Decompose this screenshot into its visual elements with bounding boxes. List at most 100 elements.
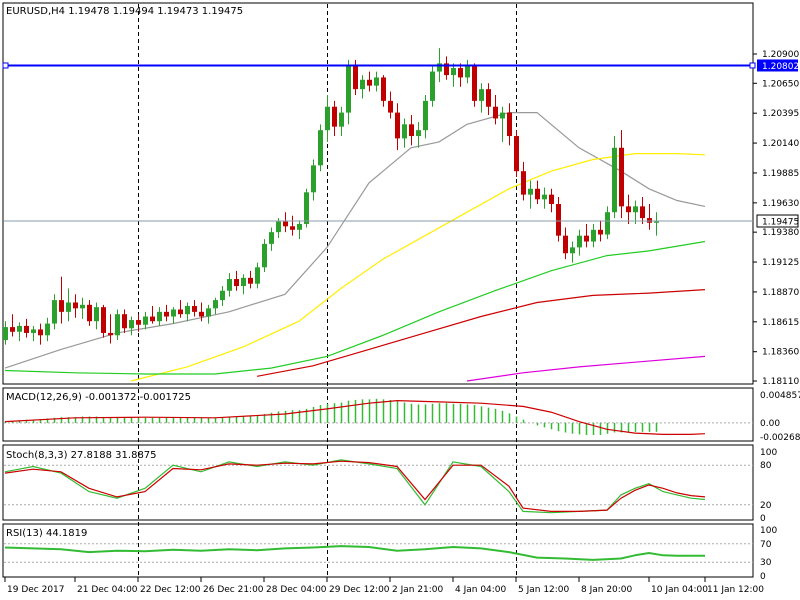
candle-body xyxy=(381,77,386,101)
macd-tick-label: 0.004857 xyxy=(760,391,800,401)
macd-tick-label: -0.002687 xyxy=(760,433,800,443)
moving-average-line xyxy=(130,153,706,382)
rsi-tick-label: 30 xyxy=(760,558,772,568)
candle-body xyxy=(563,235,568,254)
macd-pane[interactable]: MACD(12,26,9) -0.001372 -0.001725 xyxy=(2,387,754,442)
time-tick-label: 11 Jan 12:00 xyxy=(707,585,764,595)
moving-average-line xyxy=(4,112,706,369)
candlesticks xyxy=(3,48,659,345)
candle-body xyxy=(143,316,148,325)
candle-body xyxy=(416,130,421,137)
candle-body xyxy=(185,305,190,315)
candle-body xyxy=(164,311,169,317)
candle-body xyxy=(10,327,15,332)
time-tick-label: 28 Dec 04:00 xyxy=(266,585,327,595)
candle-body xyxy=(94,307,99,322)
candle-body xyxy=(206,308,211,317)
candle-body xyxy=(24,325,29,333)
moving-average-line xyxy=(466,355,706,382)
candle-body xyxy=(528,188,533,195)
rsi-tick-label: 100 xyxy=(760,526,777,536)
candle-body xyxy=(605,212,610,235)
stoch-main-line xyxy=(4,459,706,514)
main-header: EURUSD,H4 1.19478 1.19494 1.19473 1.1947… xyxy=(6,6,243,17)
candle-body xyxy=(591,229,596,242)
candle-body xyxy=(108,332,113,336)
time-tick-label: 26 Dec 21:00 xyxy=(203,585,264,595)
candle-body xyxy=(451,68,456,76)
rsi-pane-border xyxy=(2,523,754,578)
candle-body xyxy=(101,307,106,333)
candle-body xyxy=(136,320,141,325)
candle-body xyxy=(500,112,505,119)
candle-body xyxy=(654,221,659,223)
candle-body xyxy=(598,229,603,235)
candle-body xyxy=(122,314,127,329)
candle-body xyxy=(262,243,267,268)
candle-body xyxy=(479,89,484,101)
candle-body xyxy=(38,329,43,336)
candle-body xyxy=(395,112,400,139)
candle-body xyxy=(220,290,225,301)
candle-body xyxy=(192,305,197,312)
candle-body xyxy=(59,300,64,312)
candle-body xyxy=(325,106,330,131)
candle-body xyxy=(472,65,477,101)
candle-body xyxy=(213,300,218,309)
candle-body xyxy=(507,112,512,137)
price-tick-label: 1.20395 xyxy=(762,109,799,119)
candle-body xyxy=(577,235,582,248)
candle-body xyxy=(66,302,71,312)
candle-body xyxy=(269,232,274,244)
candle-body xyxy=(444,63,449,76)
candle-body xyxy=(276,221,281,233)
macd-tick-label: 0.00 xyxy=(760,419,780,429)
rsi-plot: 100 70 30 0 xyxy=(4,526,777,582)
price-tick-label: 1.18870 xyxy=(762,288,799,298)
candle-body xyxy=(339,112,344,127)
candle-body xyxy=(73,302,78,309)
candle-body xyxy=(584,235,589,242)
candle-body xyxy=(304,192,309,224)
resistance-price-label: 1.20802 xyxy=(762,62,799,72)
resistance-handle-right xyxy=(749,62,756,69)
time-tick-label: 29 Dec 12:00 xyxy=(329,585,390,595)
time-tick-label: 22 Dec 12:00 xyxy=(140,585,201,595)
main-pane[interactable]: EURUSD,H4 1.19478 1.19494 1.19473 1.1947… xyxy=(2,2,754,385)
candle-body xyxy=(549,194,554,205)
candle-body xyxy=(409,124,414,137)
candle-body xyxy=(234,279,239,287)
main-pane-border xyxy=(2,2,754,385)
candle-body xyxy=(346,65,351,113)
moving-averages xyxy=(4,112,706,382)
candle-body xyxy=(374,77,379,86)
candle-body xyxy=(87,304,92,322)
candle-body xyxy=(640,206,645,219)
macd-header: MACD(12,26,9) -0.001372 -0.001725 xyxy=(6,392,191,403)
stoch-tick-label: 80 xyxy=(760,461,772,471)
candle-body xyxy=(283,221,288,227)
time-tick-label: 8 Jan 20:00 xyxy=(581,585,633,595)
price-tick-label: 1.20650 xyxy=(762,79,799,89)
price-tick-label: 1.19380 xyxy=(762,228,799,238)
time-tick-label: 5 Jan 12:00 xyxy=(518,585,570,595)
stoch-pane[interactable]: Stoch(8,3,3) 27.8188 31.8875 xyxy=(2,444,754,521)
candle-body xyxy=(255,267,260,284)
candle-body xyxy=(290,226,295,230)
price-tick-label: 1.18615 xyxy=(762,318,799,328)
candle-body xyxy=(430,71,435,101)
candle-body xyxy=(458,68,463,78)
candle-body xyxy=(129,320,134,329)
rsi-header: RSI(13) 44.1819 xyxy=(6,528,87,539)
candle-body xyxy=(402,124,407,139)
candle-body xyxy=(150,316,155,322)
time-axis: 19 Dec 2017 21 Dec 04:00 22 Dec 12:00 26 De… xyxy=(4,577,764,595)
candle-body xyxy=(332,106,337,127)
candle-body xyxy=(486,89,491,107)
moving-average-line xyxy=(4,240,706,375)
candle-body xyxy=(17,325,22,332)
candle-body xyxy=(633,206,638,213)
rsi-pane[interactable]: RSI(13) 44.1819 xyxy=(2,523,754,578)
candle-body xyxy=(647,218,652,223)
